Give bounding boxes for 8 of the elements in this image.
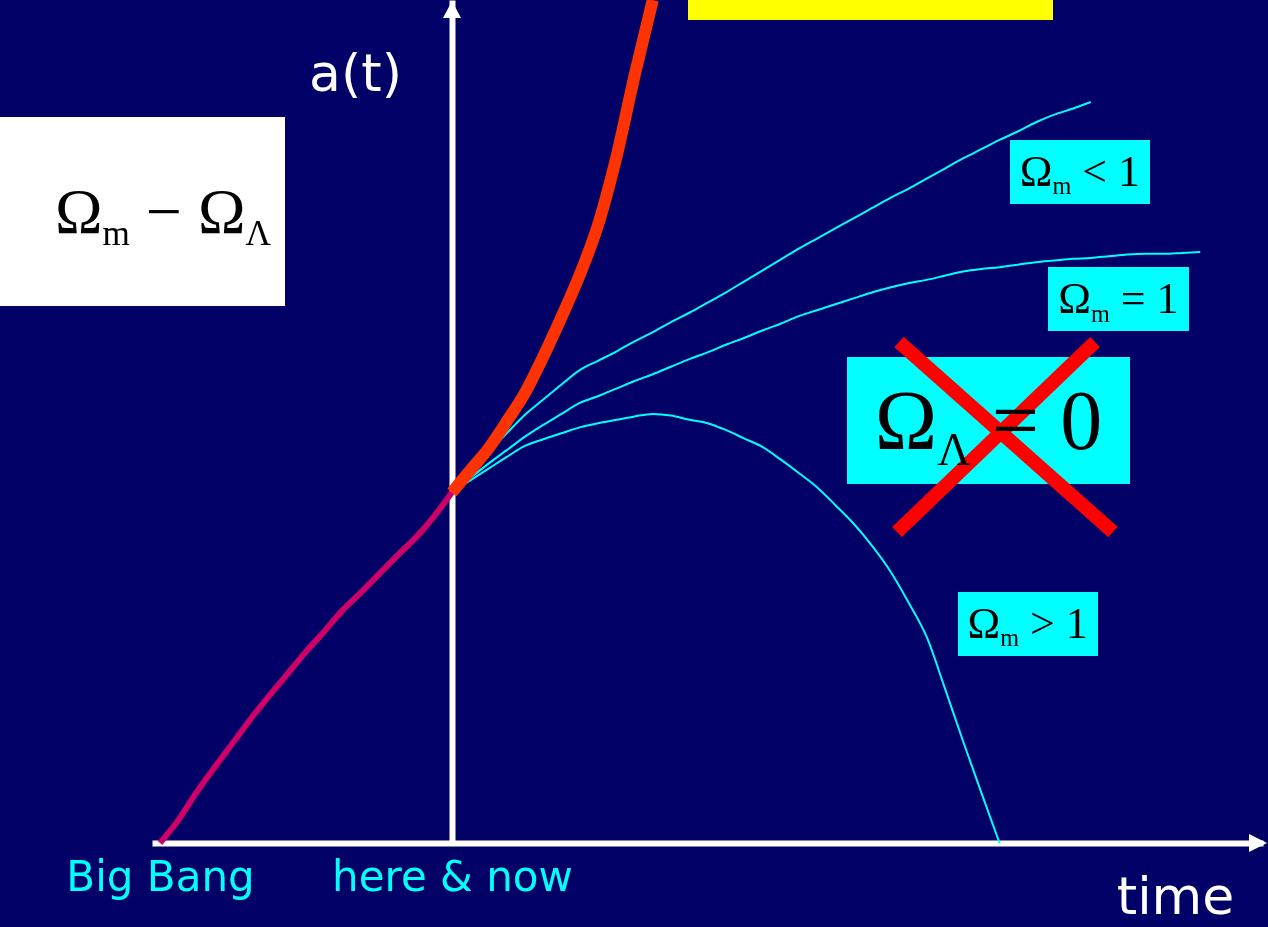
series-label: Ω$_{m}$ = 1 bbox=[1058, 274, 1179, 327]
y-axis-title: a(t) bbox=[309, 42, 402, 103]
x-axis-title: time bbox=[1116, 865, 1235, 926]
annotation: Ω$_{m}$ − Ω$_{Λ}$ bbox=[54, 175, 271, 253]
x-tick-label: here & now bbox=[332, 851, 573, 901]
series-label: Ω$_{m}$ > 1 bbox=[967, 599, 1088, 652]
series-label: Ω$_{m}$ < 1 bbox=[1019, 147, 1141, 200]
x-tick-label: Big Bang bbox=[66, 851, 255, 901]
